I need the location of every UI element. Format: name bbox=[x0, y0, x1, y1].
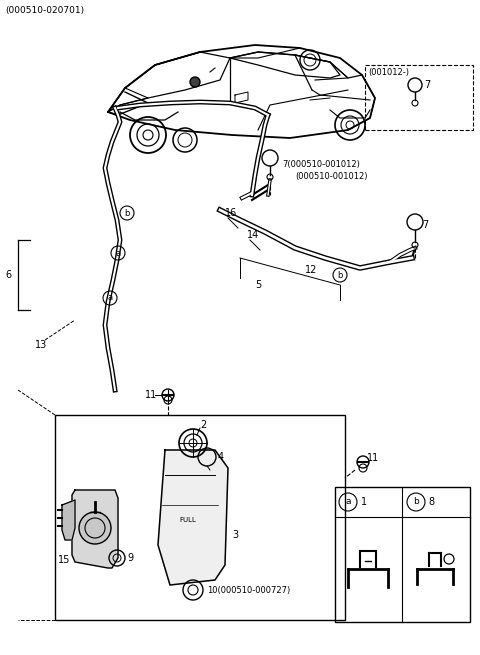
Text: (000510-001012): (000510-001012) bbox=[295, 172, 368, 181]
Polygon shape bbox=[72, 490, 118, 568]
Text: 5: 5 bbox=[255, 280, 261, 290]
Polygon shape bbox=[158, 450, 228, 585]
Text: b: b bbox=[413, 498, 419, 506]
Bar bbox=[365, 65, 473, 130]
Text: 4: 4 bbox=[218, 452, 224, 462]
Text: (000510-020701): (000510-020701) bbox=[5, 5, 84, 14]
Polygon shape bbox=[62, 500, 75, 540]
Text: 2: 2 bbox=[200, 420, 206, 430]
Text: 3: 3 bbox=[232, 530, 238, 540]
Text: 9: 9 bbox=[127, 553, 133, 563]
Circle shape bbox=[190, 77, 200, 87]
Text: (001012-): (001012-) bbox=[368, 67, 409, 77]
Text: 13: 13 bbox=[35, 340, 47, 350]
Text: 16: 16 bbox=[225, 208, 237, 218]
Text: 1: 1 bbox=[361, 497, 367, 507]
Text: 12: 12 bbox=[305, 265, 317, 275]
Text: 10(000510-000727): 10(000510-000727) bbox=[207, 586, 290, 595]
Text: a: a bbox=[108, 293, 113, 303]
Text: 15: 15 bbox=[58, 555, 71, 565]
Text: FULL: FULL bbox=[180, 517, 196, 523]
Text: 6: 6 bbox=[5, 270, 11, 280]
Text: 7: 7 bbox=[424, 80, 430, 90]
Text: 14: 14 bbox=[247, 230, 259, 240]
Bar bbox=[335, 487, 470, 622]
Circle shape bbox=[79, 512, 111, 544]
Text: b: b bbox=[124, 208, 130, 217]
Text: a: a bbox=[115, 248, 120, 257]
Text: 7(000510-001012): 7(000510-001012) bbox=[282, 160, 360, 170]
Text: 8: 8 bbox=[428, 497, 434, 507]
Text: 11: 11 bbox=[367, 453, 379, 463]
Text: 7: 7 bbox=[422, 220, 428, 230]
Text: b: b bbox=[337, 271, 343, 280]
Text: a: a bbox=[345, 498, 351, 506]
Text: 11: 11 bbox=[145, 390, 157, 400]
Bar bbox=[55, 415, 345, 620]
